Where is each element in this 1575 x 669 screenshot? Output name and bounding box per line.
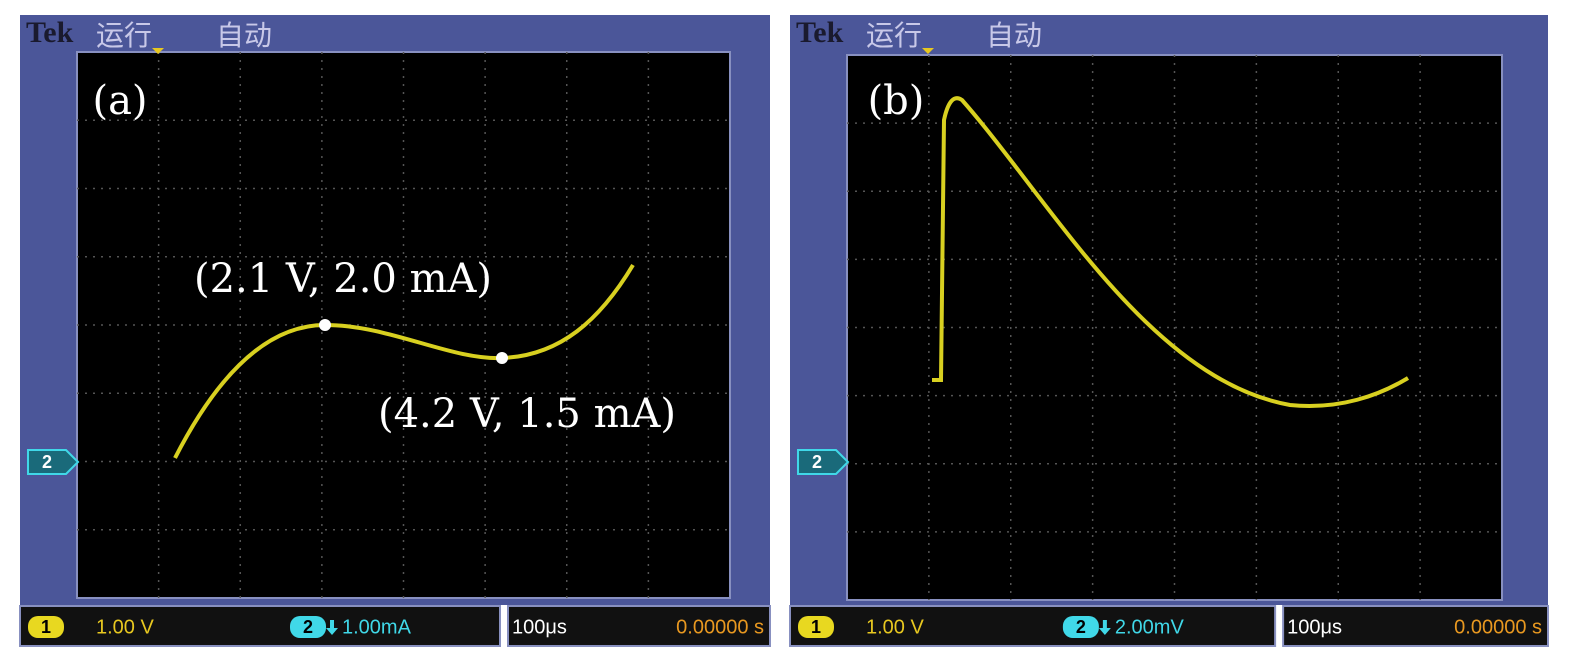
point-annotation: (2.1 V, 2.0 mA): [194, 256, 492, 302]
footer-right: [507, 605, 771, 647]
ch1-badge: 1: [811, 617, 821, 637]
ch2-badge-bg: [290, 616, 326, 638]
channel-marker: 2: [42, 452, 52, 472]
ch2-badge: 2: [1076, 617, 1086, 637]
ch1-badge: 1: [41, 617, 51, 637]
trace: [173, 263, 635, 459]
run-status: 运行: [96, 19, 152, 52]
ch2-badge: 2: [303, 617, 313, 637]
trigger-pos: [152, 48, 164, 54]
ch2-marker-bg: [797, 449, 850, 475]
timebase: 100μs: [512, 616, 567, 638]
ch1-scale: 1.00 V: [866, 616, 924, 638]
brand: Tek: [796, 16, 844, 49]
ch2-scale: 1.00mA: [342, 616, 412, 638]
point-annotation: (4.2 V, 1.5 mA): [378, 391, 676, 437]
bw-arrow: [1098, 620, 1111, 635]
trigger-mode: 自动: [986, 19, 1042, 52]
panel-label: (b): [868, 78, 925, 124]
run-status: 运行: [866, 19, 922, 52]
scope-panel: Tek 运行 自动 (a) (2.1 V, 2.0 mA) (4.2 V, 1.5 mA)…: [19, 15, 771, 647]
brand: Tek: [26, 16, 74, 49]
footer-left: [19, 605, 501, 647]
ch2-badge-bg: [1062, 616, 1099, 638]
timebase: 100μs: [1287, 616, 1342, 638]
scope-panel: Tek 运行 自动 (b) 2 1 1.00 V 2 2.00mV 100μs 0.00000 s: [789, 15, 1549, 647]
ch1-scale: 1.00 V: [96, 616, 154, 638]
channel-marker: 2: [812, 452, 822, 472]
point-marker: [496, 352, 508, 364]
trigger-pos: [922, 48, 934, 54]
footer-left: [789, 605, 1277, 647]
trigger-time: 0.00000 s: [676, 616, 764, 638]
footer-right: [1282, 605, 1549, 647]
ch1-badge-bg: [798, 616, 834, 638]
ch2-scale: 2.00mV: [1115, 616, 1185, 638]
bw-arrow: [326, 620, 338, 635]
trigger-mode: 自动: [216, 19, 272, 52]
point-marker: [319, 319, 331, 331]
trigger-time: 0.00000 s: [1454, 616, 1542, 638]
ch1-badge-bg: [28, 616, 64, 638]
ch2-marker-bg: [27, 449, 80, 475]
panel-label: (a): [92, 78, 147, 124]
trace: [932, 96, 1410, 408]
